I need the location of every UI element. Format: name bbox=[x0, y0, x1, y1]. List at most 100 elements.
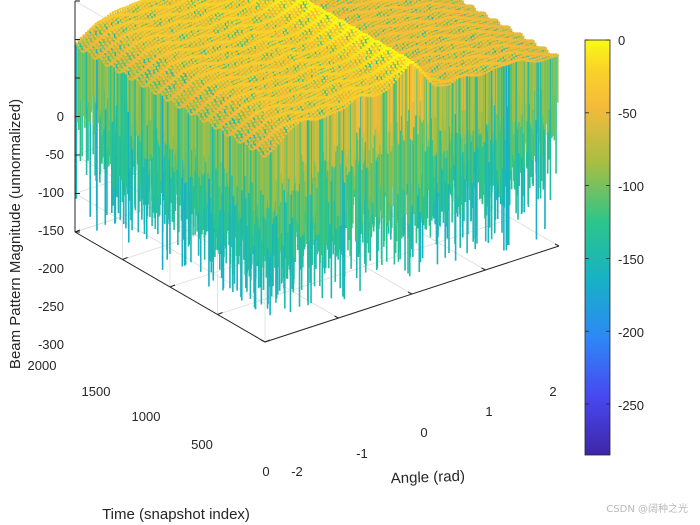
surface-point bbox=[133, 3, 136, 6]
surface-point bbox=[127, 41, 130, 44]
surface-point bbox=[106, 51, 109, 54]
surface-point bbox=[78, 47, 81, 50]
surface-point bbox=[154, 7, 157, 10]
surface-point bbox=[164, 16, 167, 19]
surface-point bbox=[166, 14, 169, 17]
surface-point bbox=[136, 37, 139, 40]
surface-point bbox=[117, 19, 120, 22]
surface-point bbox=[163, 6, 166, 9]
surface-point bbox=[178, 9, 181, 12]
surface-point bbox=[91, 48, 94, 51]
surface-point bbox=[124, 36, 127, 39]
surface-point bbox=[100, 46, 103, 49]
surface-point bbox=[150, 3, 153, 6]
surface-point bbox=[121, 20, 124, 23]
surface-point bbox=[142, 0, 145, 3]
surface-plot bbox=[75, 0, 559, 315]
surface-point bbox=[139, 21, 142, 24]
surface-point bbox=[184, 16, 187, 19]
surface-point bbox=[153, 12, 156, 15]
surface-point bbox=[187, 4, 190, 7]
surface-point bbox=[151, 28, 154, 31]
surface-point bbox=[122, 15, 125, 18]
surface-point bbox=[139, 7, 142, 10]
surface-point bbox=[143, 12, 146, 15]
surface-point bbox=[116, 28, 119, 31]
surface-point bbox=[119, 8, 122, 11]
surface-point bbox=[146, 21, 149, 24]
surface-point bbox=[95, 28, 98, 31]
surface-point bbox=[135, 34, 138, 37]
surface-point bbox=[144, 15, 147, 18]
surface-point bbox=[143, 22, 146, 25]
surface-point bbox=[121, 25, 124, 28]
surface-point bbox=[158, 8, 161, 11]
surface-point bbox=[88, 33, 91, 36]
surface-point bbox=[97, 31, 100, 34]
surface-point bbox=[170, 6, 173, 9]
surface-point bbox=[101, 58, 104, 61]
surface-point bbox=[115, 16, 118, 19]
surface-point bbox=[130, 21, 133, 24]
surface-point bbox=[155, 19, 158, 22]
surface-point bbox=[161, 18, 164, 21]
surface-point bbox=[105, 57, 108, 60]
surface-point bbox=[161, 23, 164, 26]
surface-point bbox=[127, 14, 130, 17]
surface-point bbox=[98, 43, 101, 46]
surface-point bbox=[160, 11, 163, 14]
surface-point bbox=[107, 54, 110, 57]
surface-point bbox=[200, 6, 203, 9]
surface-point bbox=[100, 40, 103, 43]
surface-point bbox=[145, 10, 148, 13]
surface-point bbox=[148, 20, 151, 23]
surface-point bbox=[109, 13, 112, 16]
surface-point bbox=[118, 31, 121, 34]
surface-point bbox=[107, 35, 110, 38]
surface-point bbox=[131, 5, 134, 8]
surface-point bbox=[83, 40, 86, 43]
surface-point bbox=[189, 13, 192, 16]
surface-point bbox=[89, 51, 92, 54]
surface-point bbox=[140, 30, 143, 33]
surface-point bbox=[153, 1, 156, 4]
surface-point bbox=[137, 32, 140, 35]
surface-point bbox=[121, 11, 124, 14]
surface-point bbox=[182, 13, 185, 16]
surface-point bbox=[146, 29, 149, 32]
surface-point bbox=[132, 8, 135, 11]
surface-point bbox=[132, 36, 135, 39]
surface-point bbox=[129, 16, 132, 19]
surface-point bbox=[97, 25, 100, 28]
surface-point bbox=[131, 15, 134, 18]
surface-point bbox=[109, 57, 112, 60]
surface-point bbox=[150, 23, 153, 26]
surface-point bbox=[142, 17, 145, 20]
surface-point bbox=[138, 16, 141, 19]
surface-point bbox=[140, 14, 143, 17]
surface-point bbox=[133, 27, 136, 30]
surface-point bbox=[102, 42, 105, 45]
surface-point bbox=[137, 21, 140, 24]
surface-point bbox=[172, 5, 175, 8]
surface-point bbox=[183, 4, 186, 7]
surface-point bbox=[104, 39, 107, 42]
surface-point bbox=[82, 37, 85, 40]
surface-point bbox=[195, 11, 198, 14]
surface-point bbox=[114, 10, 117, 13]
surface-point bbox=[112, 53, 115, 56]
surface-point bbox=[149, 11, 152, 14]
surface-point bbox=[121, 7, 124, 10]
surface-point bbox=[157, 17, 160, 20]
surface-point bbox=[162, 1, 165, 4]
surface-point bbox=[128, 23, 131, 26]
surface-point bbox=[118, 49, 121, 52]
surface-point bbox=[114, 49, 117, 52]
surface-point bbox=[181, 2, 184, 5]
surface-point bbox=[86, 36, 89, 39]
surface-point bbox=[144, 31, 147, 34]
surface-point bbox=[101, 24, 104, 27]
surface-point bbox=[112, 47, 115, 50]
surface-point bbox=[190, 2, 193, 5]
